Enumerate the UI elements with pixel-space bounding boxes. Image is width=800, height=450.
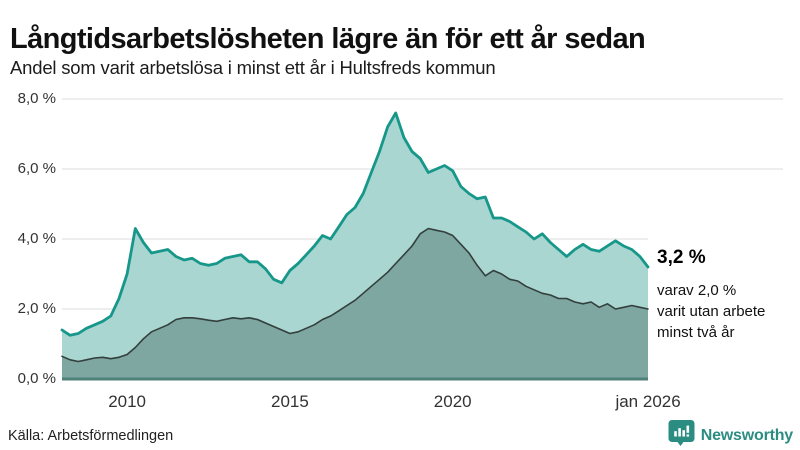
line-min-one-year [60,111,650,337]
line-min-two-years [61,227,649,363]
newsworthy-logo-text: Newsworthy [700,426,793,444]
y-tick-label: 0,0 % [17,370,56,387]
x-axis-baseline [62,377,648,381]
chart-subtitle: Andel som varit arbetslösa i minst ett å… [10,57,496,78]
y-tick-label: 4,0 % [17,230,56,247]
x-tick-label: 2020 [433,392,472,411]
y-tick-label: 6,0 % [17,160,56,177]
source-note: Källa: Arbetsförmedlingen [8,428,174,444]
newsworthy-logo: Newsworthy [668,419,793,450]
endpoint-value-label: 3,2 % [657,247,706,268]
x-tick-label: 2015 [270,392,309,411]
endpoint-note: varav 2,0 % varit utan arbete minst två … [657,282,766,341]
area-min-two-years [62,228,648,379]
x-tick-label: 2010 [108,392,147,411]
y-tick-label: 2,0 % [17,300,56,317]
newsworthy-logo-icon [668,419,695,450]
y-tick-label: 8,0 % [17,90,56,107]
page-title: Långtidsarbetslösheten lägre än för ett … [10,23,646,56]
x-tick-label: jan 2026 [615,392,681,411]
endpoint-annotation: 3,2 % varav 2,0 % varit utan arbete mins… [657,247,797,343]
